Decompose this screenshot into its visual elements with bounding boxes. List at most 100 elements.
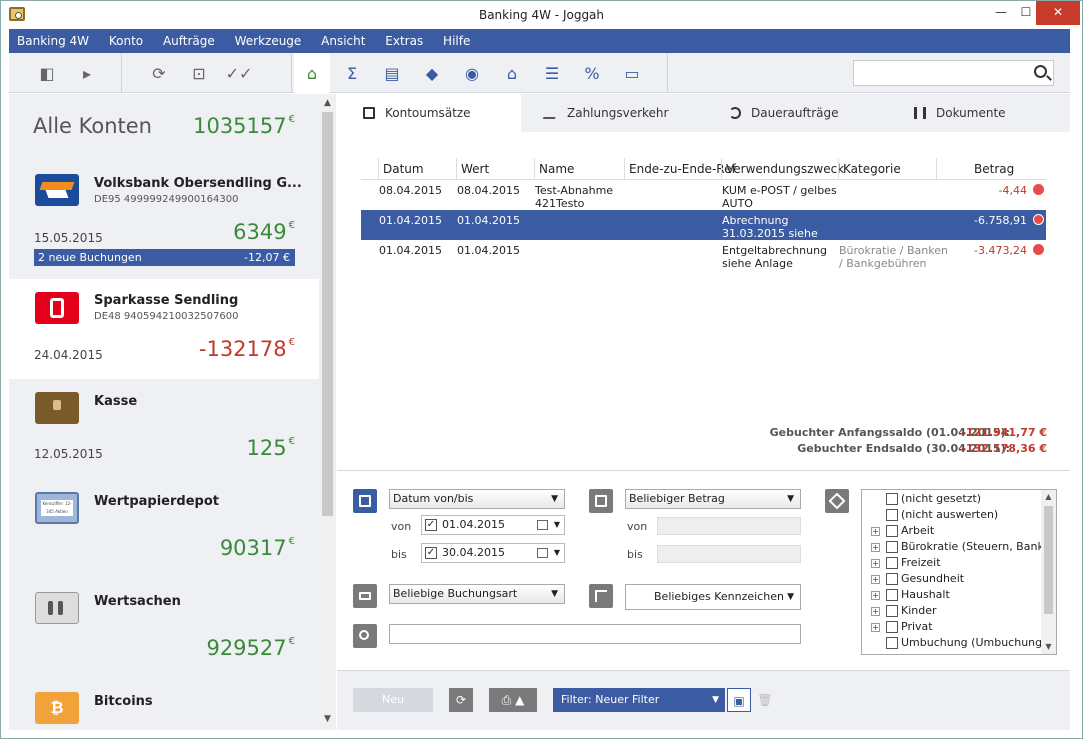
col-datum[interactable]: Datum	[378, 158, 424, 180]
refresh-icon[interactable]: ⟳	[449, 688, 473, 712]
date-bis-field[interactable]: ✓ 30.04.2015 ▼	[421, 543, 565, 563]
amount-bis-label: bis	[627, 548, 643, 561]
filter-select[interactable]: Filter: Neuer Filter ▼	[553, 688, 725, 712]
account-wertsachen[interactable]: Wertsachen 929527 €	[9, 580, 319, 680]
category-item[interactable]: + Haushalt	[871, 588, 950, 601]
scroll-down-icon: ▼	[1045, 642, 1052, 651]
percent-icon[interactable]: %	[584, 63, 600, 83]
maximize-button[interactable]: ☐	[1020, 5, 1032, 19]
back-icon[interactable]: ◧	[39, 63, 55, 83]
search-icon[interactable]	[1034, 65, 1047, 78]
flag-icon	[589, 584, 613, 608]
table-row[interactable]: 01.04.2015 01.04.2015 Entgeltabrechnung …	[361, 240, 1046, 270]
close-button[interactable]: ✕	[1036, 1, 1080, 25]
category-item[interactable]: Umbuchung (Umbuchungen	[862, 635, 1056, 651]
menu-auftraege[interactable]: Aufträge	[162, 34, 215, 48]
user-icon[interactable]: ◉	[465, 63, 479, 83]
new-bookings-badge[interactable]: 2 neue Buchungen -12,07 €	[34, 249, 295, 266]
amount-bis-field[interactable]	[657, 545, 801, 563]
all-accounts-label[interactable]: Alle Konten	[33, 114, 152, 138]
account-volksbank[interactable]: Volksbank Obersendling G... DE95 4999992…	[9, 164, 319, 278]
calendar-icon	[353, 489, 377, 513]
pen-icon	[542, 107, 560, 119]
tab-dokumente[interactable]: Dokumente	[914, 94, 1006, 132]
account-sparkasse[interactable]: Sparkasse Sendling DE48 9405942100325076…	[9, 279, 319, 379]
category-item[interactable]: + Arbeit	[871, 524, 935, 537]
flag-select[interactable]: Beliebiges Kennzeichen ▼	[625, 584, 801, 610]
bitcoin-icon: ₿	[35, 692, 79, 724]
category-item[interactable]: + Privat	[871, 620, 933, 633]
text-filter-input[interactable]	[389, 624, 801, 644]
tab-zahlungsverkehr[interactable]: Zahlungsverkehr	[542, 94, 668, 132]
col-verwendungszweck[interactable]: Verwendungszweck	[721, 158, 844, 180]
menu-banking[interactable]: Banking 4W	[17, 34, 90, 48]
account-name: Volksbank Obersendling G...	[94, 176, 302, 191]
tab-kontoumsaetze[interactable]: Kontoumsätze	[337, 94, 521, 132]
forward-icon[interactable]: ▸	[82, 63, 92, 83]
tab-dauerauftraege[interactable]: Daueraufträge	[729, 94, 838, 132]
category-item[interactable]: + Freizeit	[871, 556, 941, 569]
table-header: Datum Wert Name Ende-zu-Ende-Ref Verwend…	[361, 158, 1046, 180]
home-icon[interactable]: ⌂	[294, 53, 330, 93]
account-wertpapierdepot[interactable]: Kennziffer: 12-345 Aktien Wertpapierdepo…	[9, 480, 319, 580]
checklist-icon[interactable]: ☰	[544, 63, 560, 83]
all-accounts-balance: 1035157 €	[193, 114, 295, 138]
account-name: Wertsachen	[94, 594, 181, 609]
col-wert[interactable]: Wert	[456, 158, 489, 180]
date-mode-select[interactable]: Datum von/bis ▼	[389, 489, 565, 509]
account-kasse[interactable]: Kasse 12.05.2015 125 €	[9, 380, 319, 480]
scroll-thumb[interactable]	[322, 112, 333, 516]
menu-werkzeuge[interactable]: Werkzeuge	[234, 34, 302, 48]
category-item[interactable]: + Gesundheit	[871, 572, 965, 585]
bank-icon[interactable]: ⌂	[506, 63, 518, 83]
search-input[interactable]	[853, 60, 1054, 86]
statement-icon[interactable]: ▤	[384, 63, 400, 83]
scroll-up-icon: ▲	[1045, 492, 1052, 501]
menu-konto[interactable]: Konto	[108, 34, 144, 48]
col-kategorie[interactable]: Kategorie	[838, 158, 901, 180]
documents-icon	[914, 107, 926, 119]
category-tree[interactable]: (nicht gesetzt) (nicht auswerten) + Arbei…	[861, 489, 1057, 655]
import-icon[interactable]: ⊡	[192, 63, 206, 83]
menu-ansicht[interactable]: Ansicht	[321, 34, 366, 48]
status-dot-icon	[1033, 244, 1044, 255]
menu-hilfe[interactable]: Hilfe	[443, 34, 471, 48]
scroll-up-icon[interactable]: ▲	[324, 98, 331, 108]
end-saldo-value: -132.178,36 €	[961, 442, 1047, 455]
minimize-button[interactable]: —	[995, 5, 1007, 19]
table-row[interactable]: 08.04.2015 08.04.2015 Test-Abnahme 421Te…	[361, 180, 1046, 210]
col-name[interactable]: Name	[534, 158, 574, 180]
category-item[interactable]: + Bürokratie (Steuern, Banke	[871, 540, 1051, 553]
col-betrag[interactable]: Betrag	[936, 158, 1031, 180]
table-row[interactable]: 01.04.2015 01.04.2015 Abrechnung 31.03.2…	[361, 210, 1046, 240]
check-all-icon[interactable]: ✓✓	[225, 63, 253, 83]
new-button[interactable]: Neu	[353, 688, 433, 712]
print-icon[interactable]: ⎙ ▲	[489, 688, 537, 712]
category-item[interactable]: + Kinder	[871, 604, 937, 617]
toolbar: ◧ ▸ ⟳ ⊡ ✓✓ ⌂ Σ ▤ ◆ ◉ ⌂ ☰ % ▭	[9, 53, 1070, 93]
inbox-icon[interactable]: ▭	[624, 63, 640, 83]
booking-type-select[interactable]: Beliebige Buchungsart ▼	[389, 584, 565, 604]
sidebar-scrollbar[interactable]: ▲ ▼	[319, 94, 336, 730]
tag-icon[interactable]: ◆	[425, 63, 439, 83]
save-icon[interactable]: ▣	[727, 688, 751, 712]
text-search-icon	[353, 624, 377, 648]
amount-mode-select[interactable]: Beliebiger Betrag ▼	[625, 489, 801, 509]
amount-von-label: von	[627, 520, 648, 533]
col-e2e-ref[interactable]: Ende-zu-Ende-Ref	[624, 158, 736, 180]
category-item[interactable]: (nicht auswerten)	[862, 507, 1042, 523]
date-bis-label: bis	[391, 548, 407, 561]
menu-extras[interactable]: Extras	[385, 34, 424, 48]
category-scrollbar[interactable]: ▲ ▼	[1041, 490, 1056, 654]
sum-icon[interactable]: Σ	[346, 63, 358, 83]
delete-icon[interactable]: 🗑	[753, 688, 777, 712]
amount-von-field[interactable]	[657, 517, 801, 535]
scroll-down-icon[interactable]: ▼	[324, 714, 331, 724]
category-item[interactable]: (nicht gesetzt)	[862, 491, 1042, 507]
account-bitcoins[interactable]: ₿ Bitcoins	[9, 680, 319, 730]
sync-icon[interactable]: ⟳	[152, 63, 166, 83]
account-balance: 125 €	[246, 436, 295, 460]
date-von-field[interactable]: ✓ 01.04.2015 ▼	[421, 515, 565, 535]
account-date: 15.05.2015	[34, 231, 103, 245]
